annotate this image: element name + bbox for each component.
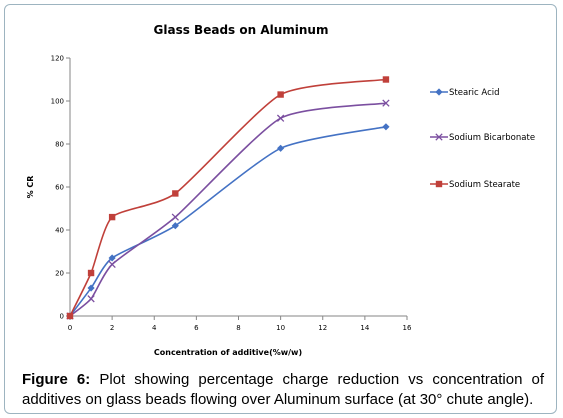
data-point-sodium-bicarbonate xyxy=(108,260,116,269)
legend-marker-sodium-bicarbonate xyxy=(435,133,443,141)
figure-frame xyxy=(4,4,557,414)
legend-label-sodium-stearate: Sodium Stearate xyxy=(449,180,520,190)
figure-label: Figure 6: xyxy=(22,371,91,388)
data-point-sodium-stearate xyxy=(172,190,179,197)
y-tick-label: 120 xyxy=(51,55,64,63)
legend-marker-sodium-stearate xyxy=(435,180,443,188)
chart-title: Glass Beads on Aluminum xyxy=(154,23,329,37)
x-tick-label: 6 xyxy=(194,324,199,332)
series-line-stearic-acid xyxy=(69,126,387,317)
x-tick-label: 8 xyxy=(236,324,240,332)
data-point-sodium-stearate xyxy=(108,213,116,221)
x-tick-label: 14 xyxy=(360,324,369,332)
y-tick-label: 0 xyxy=(60,313,64,321)
figure-caption-text: Plot showing percentage charge reduction… xyxy=(22,371,545,408)
axes: 0 20 40 60 80 100 120 0 2 4 6 8 10 12 14 16 xyxy=(51,55,412,333)
x-tick-label: 16 xyxy=(403,324,412,332)
data-point-stearic-acid xyxy=(87,284,95,292)
data-point-sodium-stearate xyxy=(87,269,95,277)
y-tick-label: 40 xyxy=(55,227,64,235)
x-tick-label: 10 xyxy=(276,324,285,332)
x-tick-label: 0 xyxy=(68,324,72,332)
data-point-stearic-acid xyxy=(171,222,179,230)
data-point-sodium-bicarbonate xyxy=(382,99,390,107)
x-tick-label: 12 xyxy=(318,324,327,332)
data-point-stearic-acid xyxy=(108,254,116,262)
data-point-stearic-acid xyxy=(277,144,285,152)
figure-caption: Figure 6: Plot showing percentage charge… xyxy=(22,370,544,410)
x-tick-label: 4 xyxy=(152,324,157,332)
legend-label-sodium-bicarbonate: Sodium Bicarbonate xyxy=(449,133,535,143)
data-point-stearic-acid xyxy=(382,123,390,131)
data-point-sodium-stearate xyxy=(382,76,390,83)
legend-marker-stearic-acid xyxy=(435,88,443,96)
y-tick-label: 80 xyxy=(55,141,64,149)
legend-label-stearic-acid: Stearic Acid xyxy=(449,88,500,98)
x-tick-label: 2 xyxy=(110,324,114,332)
plot-series xyxy=(66,76,390,320)
y-tick-label: 20 xyxy=(55,270,64,278)
data-point-sodium-bicarbonate xyxy=(276,114,285,122)
data-point-sodium-stearate xyxy=(66,312,74,320)
y-axis-label: % CR xyxy=(26,176,35,199)
x-axis-label: Concentration of additive(%w/w) xyxy=(154,348,302,357)
data-point-sodium-bicarbonate xyxy=(87,295,95,303)
y-tick-label: 100 xyxy=(51,98,64,106)
data-point-sodium-stearate xyxy=(277,91,284,98)
series-line-sodium-stearate xyxy=(69,78,387,317)
data-point-sodium-bicarbonate xyxy=(171,213,179,221)
legend: Stearic Acid Sodium Bicarbonate Sodium Ste… xyxy=(430,88,535,190)
y-tick-label: 60 xyxy=(55,184,64,192)
